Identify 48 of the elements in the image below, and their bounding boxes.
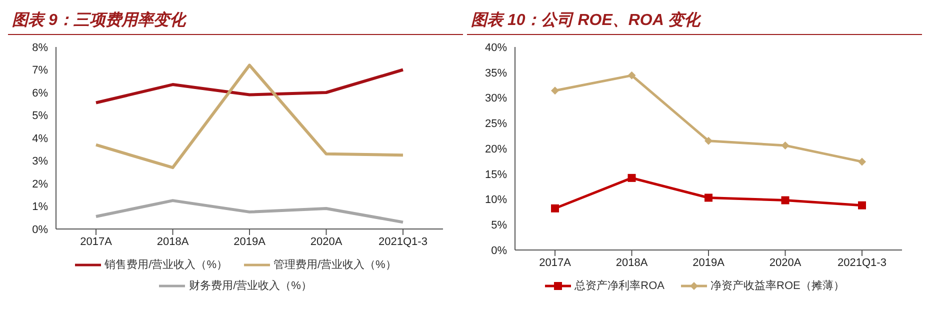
y-tick-label: 1% [32,201,48,214]
y-tick-label: 30% [484,92,508,105]
x-tick-label: 2017A [539,256,572,269]
x-tick-label: 2021Q1-3 [378,236,428,248]
line-series [94,199,404,224]
y-tick-label: 15% [484,168,508,181]
point [858,158,866,166]
legend-label: 财务费用/营业收入（%） [188,279,312,293]
x-tick-label: 2019A [692,256,726,269]
x-tick-label: 2020A [769,256,802,269]
line-series [94,64,404,170]
y-tick-label: 10% [484,194,508,206]
x-tick-label: 2021Q1-3 [838,256,886,269]
y-tick-label: 4% [32,132,48,145]
point [704,194,712,202]
point [551,204,559,212]
y-tick-label: 6% [32,87,48,100]
y-tick-label: 5% [32,110,48,122]
x-tick-label: 2018A [616,256,648,269]
x-tick-label: 2020A [310,236,343,248]
legend-label: 管理费用/营业收入（%） [272,258,396,272]
y-tick-label: 40% [484,42,508,54]
point [628,174,636,182]
legend-label: 净资产收益率ROE（摊薄） [710,278,844,293]
x-tick-label: 2019A [234,236,266,248]
y-tick-label: 0% [32,224,48,236]
y-tick-label: 3% [32,156,48,168]
y-tick-label: 7% [32,64,48,77]
legend-label: 销售费用/营业收入（%） [104,258,228,272]
point [781,141,790,150]
line-series [94,68,404,104]
point [704,136,712,145]
legend-label: 总资产净利率ROA [574,278,664,293]
y-tick-label: 5% [491,220,508,232]
chart-title: 图表 10：公司 ROE、ROA 变化 [467,8,922,35]
point [551,86,559,95]
point [628,71,636,80]
x-tick-label: 2017A [80,236,113,248]
y-tick-label: 2% [32,178,48,190]
point [858,201,866,210]
y-tick-label: 8% [32,42,48,54]
x-tick-label: 2018A [156,236,190,248]
point [781,196,790,204]
y-tick-label: 20% [484,143,508,156]
chart-title: 图表 9：三项费用率变化 [8,8,463,35]
y-tick-label: 35% [484,67,508,80]
y-tick-label: 25% [484,118,508,130]
y-tick-label: 0% [491,244,508,257]
